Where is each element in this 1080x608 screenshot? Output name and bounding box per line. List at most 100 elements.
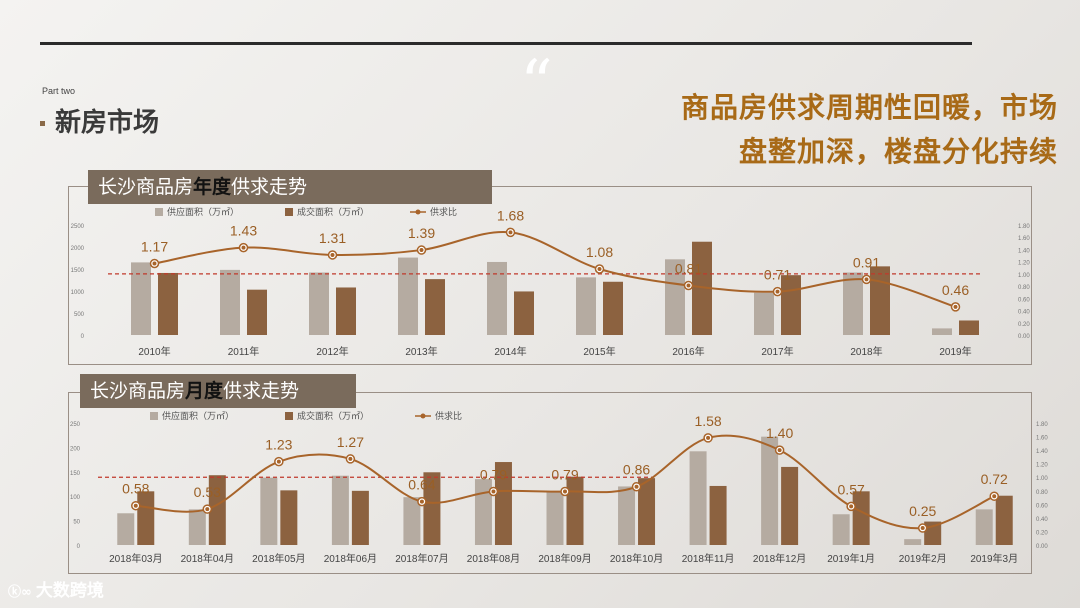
ratio-point [133, 503, 138, 508]
ratio-point [419, 248, 424, 253]
x-tick-label: 2018年09月 [538, 552, 591, 565]
x-tick-label: 2015年 [583, 345, 615, 358]
ratio-data-label: 0.81 [675, 261, 702, 277]
x-tick-label: 2019年2月 [899, 552, 947, 565]
legend-swatch-deal [285, 208, 293, 216]
x-tick-label: 2019年 [939, 345, 971, 358]
y2-tick-label: 0.80 [1018, 285, 1030, 291]
ratio-data-label: 0.46 [942, 282, 969, 298]
x-tick-label: 2016年 [672, 345, 704, 358]
x-tick-label: 2018年 [850, 345, 882, 358]
bar-supply [843, 272, 863, 335]
bar-supply [131, 262, 151, 335]
ratio-data-label: 1.40 [766, 425, 793, 441]
bar-supply [220, 269, 240, 335]
bar-deal [158, 272, 178, 335]
x-tick-label: 2012年 [316, 345, 348, 358]
monthly-title-post: 供求走势 [223, 380, 300, 402]
bar-deal [852, 491, 870, 545]
legend-marker-ratio [415, 209, 421, 215]
ratio-point [563, 489, 567, 494]
y2-tick-label: 1.60 [1018, 236, 1030, 242]
legend-label-ratio: 供求比 [435, 410, 462, 421]
bar-supply [487, 261, 507, 335]
ratio-point [597, 267, 602, 271]
logo-text: 大数跨境 [35, 581, 104, 601]
legend-swatch-supply [155, 208, 163, 216]
ratio-data-label: 1.39 [408, 225, 435, 241]
bar-supply [309, 272, 329, 335]
y2-tick-label: 0.60 [1036, 503, 1048, 509]
ratio-point [330, 252, 335, 257]
headline-line-1: 商品房供求周期性回暖，市场 [680, 91, 1058, 124]
bar-deal [638, 478, 656, 545]
top-divider [40, 42, 972, 45]
x-tick-label: 2011年 [228, 345, 260, 358]
ratio-point [205, 507, 210, 512]
monthly-title-highlight: 月度 [185, 380, 224, 402]
ratio-data-label: 1.43 [230, 223, 257, 239]
logo-icon: ⓚ∞ [8, 585, 32, 600]
part-label: Part two [42, 86, 76, 96]
bar-supply [398, 257, 418, 335]
ratio-data-label: 0.58 [122, 481, 149, 497]
legend-swatch-supply [150, 412, 158, 420]
bar-supply [975, 509, 993, 545]
legend-label-supply: 供应面积（万㎡） [167, 206, 239, 217]
headline: 商品房供求周期性回暖，市场 盘整加深，楼盘分化持续 [681, 86, 1058, 174]
y-tick-label: 1000 [71, 290, 85, 296]
legend-label-deal: 成交面积（万㎡） [297, 206, 369, 217]
bar-deal [280, 490, 298, 545]
annual-title-pre: 长沙商品房 [98, 176, 194, 198]
ratio-data-label: 1.23 [265, 437, 292, 453]
monthly-chart-title: 长沙商品房月度供求走势 [80, 374, 356, 408]
y2-tick-label: 0.20 [1018, 322, 1030, 328]
y-tick-label: 1500 [71, 268, 85, 274]
x-tick-label: 2019年3月 [970, 552, 1018, 565]
y2-tick-label: 0.80 [1036, 490, 1048, 496]
bar-deal [425, 279, 445, 335]
bar-supply [403, 497, 421, 545]
headline-line-2: 盘整加深，楼盘分化持续 [738, 135, 1058, 168]
bar-supply [260, 477, 278, 545]
ratio-data-label: 1.08 [586, 244, 613, 260]
x-tick-label: 2018年06月 [324, 552, 377, 565]
x-tick-label: 2018年12月 [753, 552, 806, 565]
ratio-point [864, 277, 869, 282]
x-tick-label: 2018年03月 [109, 552, 162, 565]
monthly-title-pre: 长沙商品房 [90, 380, 186, 402]
ratio-data-label: 0.79 [480, 466, 507, 482]
ratio-point [634, 484, 639, 489]
y-tick-label: 0 [77, 544, 81, 550]
bar-deal [959, 320, 979, 335]
ratio-point [686, 283, 691, 288]
ratio-data-label: 1.58 [694, 413, 721, 429]
section-title: 新房市场 [40, 102, 159, 139]
annual-chart-panel [68, 186, 1032, 365]
y2-tick-label: 1.80 [1018, 224, 1030, 230]
legend-swatch-deal [285, 412, 293, 420]
y2-tick-label: 0.40 [1018, 310, 1030, 316]
bar-supply [474, 479, 492, 545]
ratio-data-label: 0.72 [981, 471, 1008, 487]
ratio-data-label: 0.86 [623, 462, 650, 478]
bar-deal [603, 281, 623, 335]
bar-deal [137, 491, 155, 545]
monthly-chart-panel [68, 392, 1032, 574]
x-tick-label: 2014年 [494, 345, 526, 358]
y-tick-label: 50 [73, 520, 80, 526]
y-tick-label: 150 [70, 471, 81, 477]
y2-tick-label: 1.60 [1036, 436, 1048, 442]
ratio-data-label: 0.53 [194, 484, 221, 500]
bar-supply [932, 328, 952, 335]
x-tick-label: 2017年 [761, 345, 793, 358]
y2-tick-label: 0.40 [1036, 517, 1048, 523]
y-tick-label: 0 [81, 334, 85, 340]
ratio-point [775, 289, 780, 294]
ratio-point [920, 526, 925, 531]
bar-deal [494, 462, 512, 545]
legend-marker-ratio [420, 413, 426, 419]
annual-title-highlight: 年度 [193, 176, 232, 198]
annual-title-post: 供求走势 [231, 176, 308, 198]
